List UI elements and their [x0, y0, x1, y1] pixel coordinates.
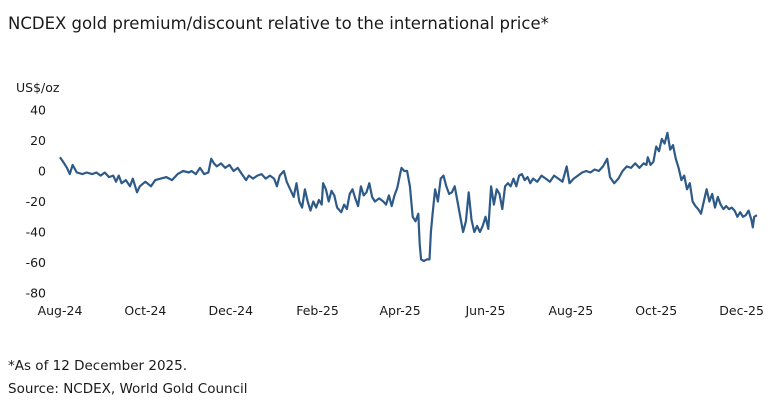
- y-tick-label: 0: [38, 164, 46, 179]
- y-tick-label: -60: [26, 255, 46, 270]
- x-tick-label: Dec-24: [208, 303, 253, 318]
- x-tick-label: Feb-25: [296, 303, 339, 318]
- x-tick-label: Oct-25: [635, 303, 677, 318]
- y-tick-label: 40: [30, 103, 46, 118]
- y-tick-label: -20: [26, 194, 46, 209]
- y-axis-label: US$/oz: [16, 80, 60, 95]
- series-group: [59, 131, 758, 263]
- x-tick-label: Apr-25: [379, 303, 420, 318]
- x-tick-label: Jun-25: [465, 303, 506, 318]
- x-tick-label: Oct-24: [124, 303, 166, 318]
- source-note: Source: NCDEX, World Gold Council: [8, 381, 248, 397]
- series-line: [59, 131, 758, 263]
- y-tick-label: 20: [30, 133, 46, 148]
- x-tick-label: Aug-24: [38, 303, 83, 318]
- x-tick-label: Dec-25: [719, 303, 764, 318]
- x-axis-ticks: Aug-24 Oct-24 Dec-24 Feb-25 Apr-25 Jun-25 Aug-…: [38, 303, 764, 318]
- chart-title: NCDEX gold premium/discount relative to …: [8, 14, 549, 33]
- footnote: *As of 12 December 2025.: [8, 358, 188, 374]
- y-tick-label: -80: [26, 286, 46, 301]
- x-tick-label: Aug-25: [548, 303, 593, 318]
- y-tick-label: -40: [26, 225, 46, 240]
- y-axis-ticks: 40 20 0 -20 -40 -60 -80: [26, 103, 46, 301]
